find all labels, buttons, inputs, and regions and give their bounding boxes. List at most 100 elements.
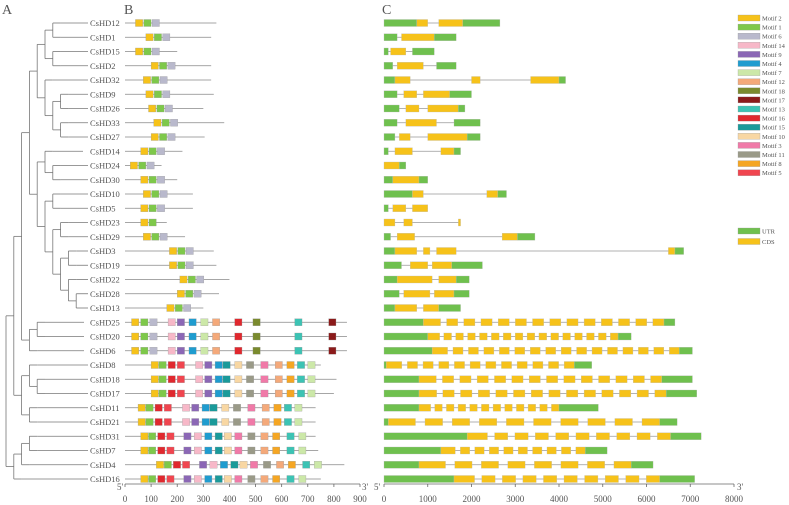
cds-box xyxy=(650,375,662,383)
gene-axis-5prime: 5' xyxy=(374,482,381,492)
cds-box xyxy=(458,218,461,227)
motif-box xyxy=(191,418,200,426)
cds-box xyxy=(481,404,490,412)
legend-label: Motif 13 xyxy=(762,107,785,114)
motif-box xyxy=(209,418,218,426)
motif-box xyxy=(148,218,157,227)
legend-swatch xyxy=(737,78,761,85)
cds-box xyxy=(434,404,443,412)
legend-label: CDS xyxy=(762,239,775,246)
motif-box xyxy=(152,47,160,56)
cds-box xyxy=(494,432,508,440)
cds-box xyxy=(654,389,667,398)
motif-box xyxy=(274,375,283,383)
motif-box xyxy=(274,361,283,369)
gene-label: CsHD11 xyxy=(90,403,119,413)
motif-box xyxy=(204,475,213,483)
motif-box xyxy=(157,176,165,184)
cds-box xyxy=(598,375,610,383)
cds-box xyxy=(399,133,411,141)
cds-box xyxy=(483,347,495,355)
utr-box xyxy=(383,47,389,56)
motif-box xyxy=(230,461,239,469)
cds-box xyxy=(562,332,571,341)
motif-box xyxy=(164,404,172,412)
motif-box xyxy=(222,375,231,383)
motif-box xyxy=(307,389,316,398)
motif-box xyxy=(140,475,149,483)
legend-swatch xyxy=(737,238,761,245)
motif-box xyxy=(196,275,205,284)
legend-swatch xyxy=(737,96,761,104)
motif-box xyxy=(140,347,149,355)
cds-box xyxy=(513,389,526,398)
utr-box xyxy=(383,418,389,426)
cds-box xyxy=(574,332,583,341)
motif-box xyxy=(167,62,176,70)
cds-box xyxy=(669,347,680,355)
motif-box xyxy=(167,361,176,369)
cds-box xyxy=(431,347,448,355)
cds-box xyxy=(386,361,403,369)
utr-box xyxy=(456,275,470,284)
cds-box xyxy=(586,332,595,341)
cds-box xyxy=(497,318,510,326)
cds-box xyxy=(405,104,420,113)
utr-box xyxy=(458,104,466,113)
motif-box xyxy=(200,347,209,355)
cds-box xyxy=(427,133,468,141)
motif-box xyxy=(157,432,166,440)
legend-swatch xyxy=(737,69,761,76)
cds-box xyxy=(394,247,417,255)
legend-swatch xyxy=(737,105,761,113)
cds-box xyxy=(438,19,463,27)
motif-box xyxy=(234,432,243,440)
motif-panel xyxy=(125,19,347,483)
motif-box xyxy=(166,304,175,312)
gene-label: CsHD17 xyxy=(90,389,120,399)
motif-box xyxy=(297,361,305,369)
motif-box xyxy=(261,404,270,412)
cds-box xyxy=(412,190,424,198)
motif-box xyxy=(167,375,176,383)
motif-box xyxy=(183,304,191,312)
motif-box xyxy=(159,133,167,141)
utr-box xyxy=(383,318,424,326)
motif-box xyxy=(234,389,243,398)
utr-box xyxy=(383,389,420,398)
motif-box xyxy=(294,418,303,426)
motif-box xyxy=(234,375,243,383)
gene-axis: 5' 3' 0 1000 2000 3000 4000 5000 6000 7000 8000 xyxy=(374,482,744,504)
utr-box xyxy=(617,332,632,341)
cds-box xyxy=(527,404,536,412)
cds-box xyxy=(394,304,417,312)
motif-box xyxy=(158,375,167,383)
cds-box xyxy=(503,332,512,341)
motif-box xyxy=(182,404,190,412)
motif-box xyxy=(252,318,261,326)
utr-box xyxy=(383,247,396,255)
utr-box xyxy=(659,475,695,483)
cds-box xyxy=(396,233,415,241)
cds-box xyxy=(548,361,559,369)
cds-box xyxy=(390,47,407,56)
cds-box xyxy=(440,446,456,455)
cds-box xyxy=(480,318,493,326)
cds-box xyxy=(460,446,470,455)
utr-box xyxy=(383,204,389,212)
motif-box xyxy=(177,347,185,355)
motif-box xyxy=(234,475,243,483)
cds-box xyxy=(514,432,529,440)
cds-box xyxy=(653,347,665,355)
legend-label: Motif 6 xyxy=(762,34,782,41)
motif-box xyxy=(140,204,149,212)
motif-box xyxy=(177,389,185,398)
gene-label: CsHD2 xyxy=(90,61,116,71)
utr-box xyxy=(383,190,413,198)
motif-box xyxy=(183,432,192,440)
motif-box xyxy=(164,461,172,469)
cds-box xyxy=(614,418,633,426)
motif-axis-tick-label: 300 xyxy=(197,494,211,504)
gene-label: CsHD4 xyxy=(90,460,116,470)
motif-box xyxy=(220,461,228,469)
